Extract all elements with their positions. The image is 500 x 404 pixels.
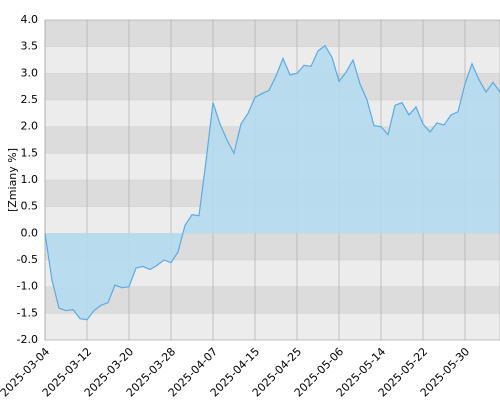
- band: [45, 46, 500, 74]
- y-tick-label: 1.5: [21, 146, 39, 159]
- band: [45, 20, 500, 47]
- y-tick-label: 0.5: [21, 200, 39, 213]
- y-tick-label: -1.5: [17, 306, 38, 319]
- y-tick-label: 2.0: [21, 120, 39, 133]
- band: [45, 313, 500, 340]
- y-tick-label: -2.0: [17, 333, 38, 346]
- y-tick-label: 3.5: [21, 40, 39, 53]
- plot-frame: [44, 19, 500, 341]
- band: [45, 286, 500, 314]
- y-axis-label: [Zmiany %]: [6, 148, 19, 212]
- y-tick-label: 4.0: [21, 13, 39, 26]
- y-tick-label: 0.0: [21, 226, 39, 239]
- y-tick-label: 1.0: [21, 173, 39, 186]
- area: [45, 45, 500, 320]
- y-tick-label: -0.5: [17, 253, 38, 266]
- y-tick-label: -1.0: [17, 280, 38, 293]
- y-tick-label: 2.5: [21, 93, 39, 106]
- y-tick-label: 3.0: [21, 66, 39, 79]
- line: [44, 44, 500, 321]
